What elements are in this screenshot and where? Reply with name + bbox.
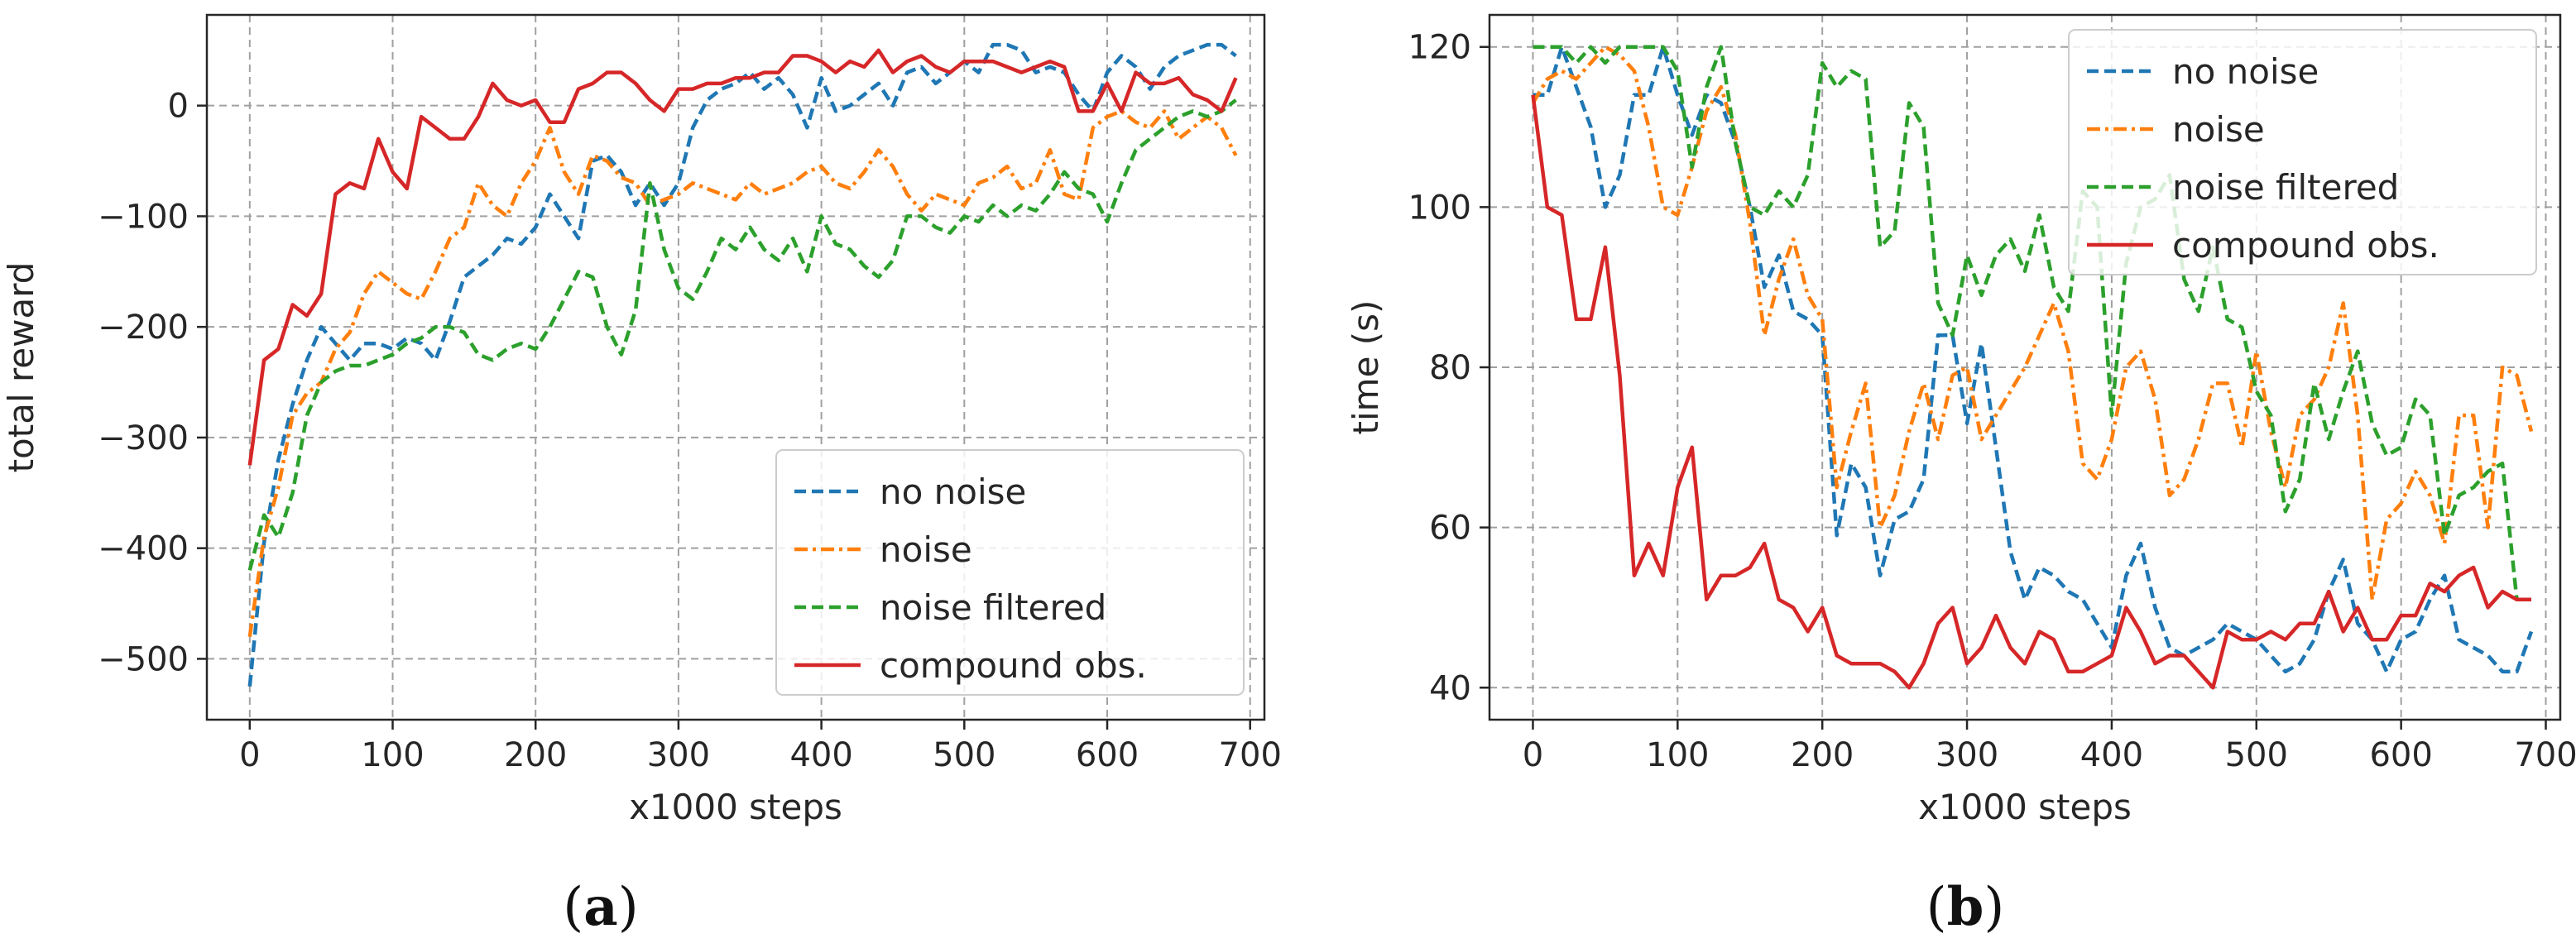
y-tick-label: 40 — [1429, 669, 1471, 707]
legend-label: no noise — [2172, 51, 2319, 92]
caption-a: (a) — [563, 876, 638, 938]
x-tick-label: 500 — [933, 736, 995, 774]
x-tick-label: 700 — [2514, 736, 2576, 774]
y-tick-label: 60 — [1429, 510, 1471, 548]
series-line-no-noise — [1533, 45, 2534, 674]
series-line-compound-obs — [247, 48, 1238, 466]
legend-label: noise filtered — [2172, 167, 2399, 208]
legend: no noise noise noise filtered compound obs. — [2068, 29, 2537, 275]
x-tick-label: 100 — [1646, 736, 1709, 774]
legend-box — [775, 449, 1245, 696]
legend: no noise noise noise filtered compound obs. — [775, 449, 1245, 696]
x-tick-label: 300 — [1936, 736, 1998, 774]
caption-b: (b) — [1926, 876, 2005, 938]
series-line-noise — [247, 109, 1238, 638]
y-axis-label: time (s) — [1346, 300, 1386, 435]
y-tick-label: 80 — [1429, 349, 1471, 387]
legend-label: compound obs. — [880, 645, 1147, 686]
legend-label: noise — [2172, 109, 2265, 150]
x-tick-label: 300 — [647, 736, 710, 774]
y-tick-label: −500 — [98, 640, 189, 678]
x-tick-label: 400 — [2080, 736, 2143, 774]
x-tick-label: 200 — [504, 736, 567, 774]
series-line-noise — [1531, 45, 2534, 602]
y-tick-label: 0 — [168, 88, 189, 126]
x-tick-label: 600 — [2369, 736, 2432, 774]
y-tick-label: −100 — [98, 198, 189, 236]
y-tick-label: −200 — [98, 309, 189, 347]
x-tick-label: 400 — [789, 736, 852, 774]
y-axis-label: total reward — [1, 262, 41, 473]
y-tick-label: 100 — [1408, 189, 1471, 227]
x-tick-label: 200 — [1791, 736, 1854, 774]
y-tick-label: −300 — [98, 419, 189, 457]
x-tick-label: 700 — [1219, 736, 1282, 774]
legend-label: compound obs. — [2172, 225, 2439, 266]
x-tick-label: 600 — [1076, 736, 1139, 774]
panel-a-total-reward-chart: 0 100 200 300 400 500 600 700 −500 −400 −300 −200 −1… — [1, 13, 1282, 827]
x-axis-label: x1000 steps — [1918, 787, 2132, 827]
x-tick-label: 500 — [2225, 736, 2288, 774]
legend-label: noise — [880, 529, 972, 570]
x-tick-label: 0 — [1523, 736, 1543, 774]
y-tick-label: 120 — [1408, 29, 1471, 67]
x-tick-label: 100 — [361, 736, 424, 774]
series-line-compound-obs — [1531, 94, 2531, 690]
plot-frame — [205, 13, 1266, 721]
legend-label: no noise — [880, 472, 1026, 512]
x-tick-label: 0 — [239, 736, 260, 774]
x-axis-label: x1000 steps — [629, 787, 842, 827]
series-line-noise-filtered — [1533, 45, 2531, 602]
legend-box — [2068, 29, 2537, 275]
panel-b-time-chart: 0 100 200 300 400 500 600 700 40 60 80 100 120 x1000 … — [1346, 13, 2576, 827]
series-line-noise-filtered — [247, 98, 1237, 571]
legend-label: noise filtered — [880, 587, 1106, 628]
y-tick-label: −400 — [98, 530, 189, 568]
